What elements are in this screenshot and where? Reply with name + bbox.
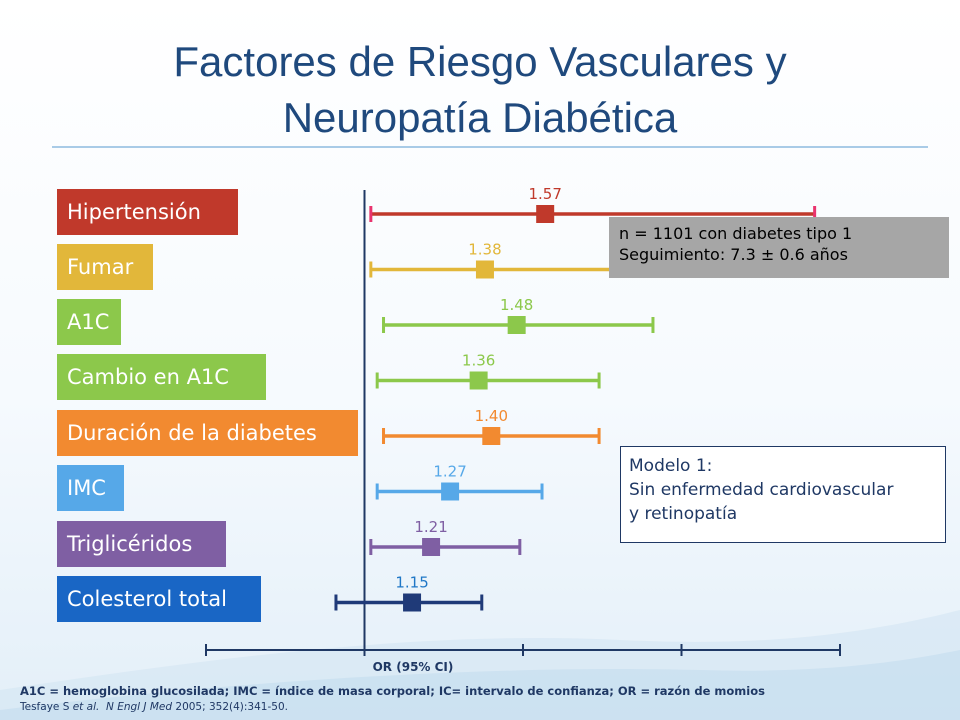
or-point-5 — [441, 482, 460, 501]
or-value-label-4: 1.40 — [475, 407, 508, 425]
citation-journal: N Engl J Med — [106, 701, 173, 713]
or-value-label-6: 1.21 — [414, 518, 447, 536]
or-point-7 — [403, 593, 422, 612]
citation-etal: et al. — [72, 701, 100, 713]
title-line-1: Factores de Riesgo Vasculares y — [173, 38, 787, 85]
model-box: Modelo 1: Sin enfermedad cardiovascular … — [620, 446, 946, 543]
model-line-3: y retinopatía — [629, 504, 738, 524]
or-value-label-3: 1.36 — [462, 352, 495, 370]
category-label-duracion: Duración de la diabetes — [57, 410, 358, 456]
title-line-2: Neuropatía Diabética — [282, 94, 678, 141]
category-label-imc: IMC — [57, 465, 124, 511]
info-line-2: Seguimiento: 7.3 ± 0.6 años — [619, 245, 848, 264]
or-value-label-1: 1.38 — [468, 241, 501, 259]
title-underline — [52, 146, 928, 148]
or-point-1 — [475, 260, 494, 279]
citation: Tesfaye S et al. N Engl J Med 2005; 352(… — [20, 701, 288, 713]
category-label-hipertension: Hipertensión — [57, 189, 238, 235]
or-point-6 — [422, 538, 441, 556]
citation-details: 2005; 352(4):341-50. — [172, 701, 288, 713]
or-point-0 — [536, 205, 555, 223]
model-line-1: Modelo 1: — [629, 456, 713, 476]
model-line-2: Sin enfermedad cardiovascular — [629, 480, 894, 500]
study-info-box: n = 1101 con diabetes tipo 1 Seguimiento… — [609, 217, 949, 278]
or-value-label-7: 1.15 — [395, 574, 428, 592]
slide-title: Factores de Riesgo Vasculares y Neuropat… — [0, 34, 960, 146]
category-label-a1c: A1C — [57, 299, 121, 345]
category-label-trigliceridos: Triglicéridos — [57, 521, 226, 567]
or-point-4 — [482, 427, 501, 445]
or-value-label-0: 1.57 — [528, 185, 561, 203]
category-label-cambio-a1c: Cambio en A1C — [57, 354, 266, 400]
citation-authors: Tesfaye S — [20, 701, 73, 713]
or-value-label-5: 1.27 — [433, 463, 466, 481]
abbreviations-footnote: A1C = hemoglobina glucosilada; IMC = índ… — [20, 684, 765, 698]
x-axis-label: OR (95% CI) — [372, 660, 454, 674]
category-label-fumar: Fumar — [57, 244, 153, 290]
category-label-colesterol: Colesterol total — [57, 576, 261, 622]
or-value-label-2: 1.48 — [500, 296, 533, 314]
or-point-3 — [469, 371, 488, 390]
info-line-1: n = 1101 con diabetes tipo 1 — [619, 224, 853, 243]
or-point-2 — [507, 316, 526, 334]
